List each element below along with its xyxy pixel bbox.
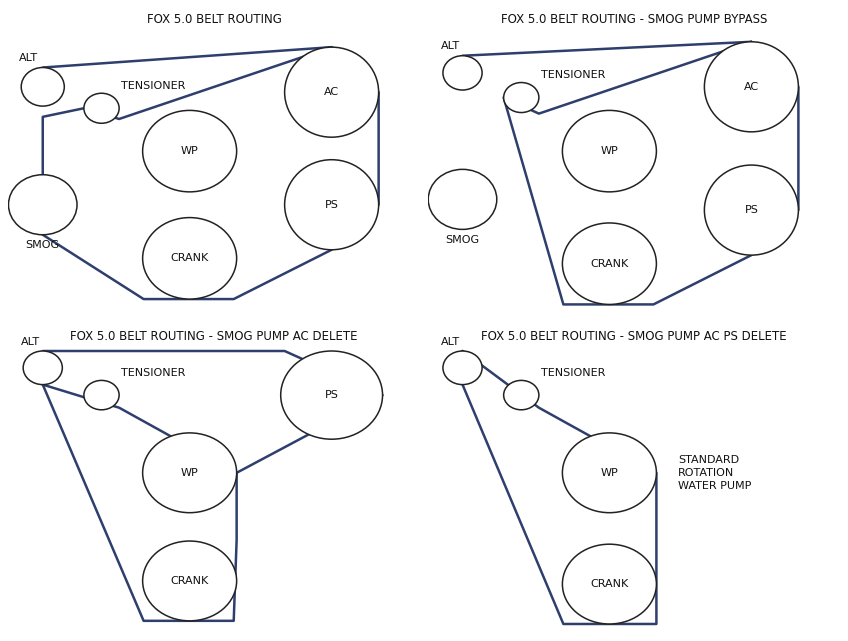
Text: FOX 5.0 BELT ROUTING: FOX 5.0 BELT ROUTING (147, 13, 282, 26)
Text: CRANK: CRANK (590, 259, 628, 269)
Ellipse shape (562, 223, 656, 304)
Text: PS: PS (745, 205, 758, 215)
Text: TENSIONER: TENSIONER (121, 369, 186, 378)
Ellipse shape (562, 433, 656, 513)
Text: WP: WP (600, 146, 618, 156)
Text: STANDARD
ROTATION
WATER PUMP: STANDARD ROTATION WATER PUMP (678, 454, 751, 491)
Ellipse shape (428, 169, 497, 229)
Text: WP: WP (181, 468, 198, 478)
Ellipse shape (504, 380, 538, 410)
Ellipse shape (443, 351, 483, 385)
Text: WP: WP (181, 146, 198, 156)
Ellipse shape (562, 110, 656, 192)
Text: SMOG: SMOG (445, 235, 480, 245)
Ellipse shape (504, 83, 538, 113)
Text: FOX 5.0 BELT ROUTING - SMOG PUMP AC PS DELETE: FOX 5.0 BELT ROUTING - SMOG PUMP AC PS D… (481, 329, 787, 343)
Ellipse shape (285, 160, 378, 250)
Text: TENSIONER: TENSIONER (121, 81, 186, 91)
Text: CRANK: CRANK (170, 576, 209, 586)
Ellipse shape (84, 380, 119, 410)
Text: AC: AC (324, 87, 339, 97)
Ellipse shape (142, 433, 237, 513)
Ellipse shape (705, 42, 798, 132)
Text: PS: PS (325, 390, 338, 400)
Text: FOX 5.0 BELT ROUTING - SMOG PUMP BYPASS: FOX 5.0 BELT ROUTING - SMOG PUMP BYPASS (500, 13, 767, 26)
Ellipse shape (443, 56, 483, 90)
Ellipse shape (23, 351, 63, 385)
Text: FOX 5.0 BELT ROUTING - SMOG PUMP AC DELETE: FOX 5.0 BELT ROUTING - SMOG PUMP AC DELE… (70, 329, 358, 343)
Ellipse shape (142, 541, 237, 621)
Ellipse shape (562, 544, 656, 624)
Ellipse shape (84, 93, 119, 123)
Text: ALT: ALT (20, 53, 38, 63)
Ellipse shape (8, 175, 77, 235)
Text: SMOG: SMOG (25, 240, 60, 250)
Text: AC: AC (744, 82, 759, 92)
Text: CRANK: CRANK (590, 579, 628, 589)
Text: ALT: ALT (441, 337, 460, 347)
Text: TENSIONER: TENSIONER (541, 369, 605, 378)
Ellipse shape (285, 47, 378, 137)
Text: PS: PS (325, 200, 338, 210)
Ellipse shape (705, 165, 798, 255)
Ellipse shape (142, 217, 237, 299)
Ellipse shape (142, 110, 237, 192)
Ellipse shape (21, 67, 64, 106)
Text: ALT: ALT (441, 42, 460, 51)
Text: CRANK: CRANK (170, 253, 209, 263)
Text: TENSIONER: TENSIONER (541, 71, 605, 80)
Ellipse shape (281, 351, 382, 439)
Text: WP: WP (600, 468, 618, 478)
Text: ALT: ALT (21, 337, 41, 347)
